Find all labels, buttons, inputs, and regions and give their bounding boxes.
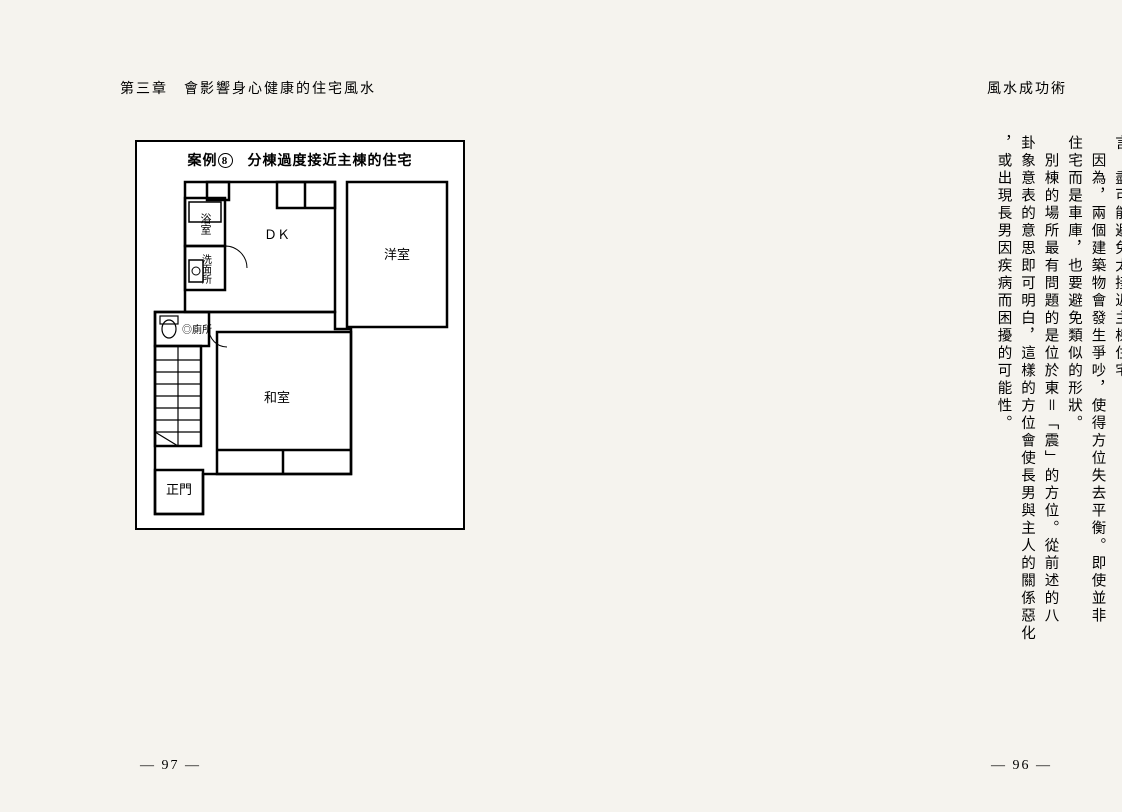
body-col-8: ，或出現長男因疾病而困擾的可能性。 <box>996 135 1011 695</box>
body-col-7: 卦象意表的意思即可明白，這樣的方位會使長男與主人的關係惡化 <box>1020 135 1035 695</box>
plan-title-prefix: 案例 <box>188 154 218 169</box>
body-col-6: 別棟的場所最有問題的是位於東＝「震」的方位。從前述的八 <box>1043 135 1058 695</box>
chapter-header: 第三章 會影響身心健康的住宅風水 <box>120 78 376 98</box>
left-page: 第三章 會影響身心健康的住宅風水 案例8 分棟過度接近主棟的住宅 <box>0 0 470 812</box>
book-title-header: 風水成功術 <box>987 78 1067 98</box>
page-number-right: — 96 — <box>991 758 1052 774</box>
floor-plan-box: 案例8 分棟過度接近主棟的住宅 <box>135 140 465 530</box>
floor-plan-title: 案例8 分棟過度接近主棟的住宅 <box>137 150 463 170</box>
label-yokushitsu: 浴室 <box>199 213 212 235</box>
label-dk: ＤＫ <box>264 227 290 242</box>
label-bensho: ◎廁所 <box>182 323 212 336</box>
right-page: 風水成功術 案例8 別棟太接近主棟住宅的家 【風水診斷】 改建空間變得狹窄的住家… <box>642 0 1122 812</box>
plan-title-text: 分棟過度接近主棟的住宅 <box>233 154 413 169</box>
label-senmen: 洗面所 <box>200 254 212 285</box>
page-number-left: — 97 — <box>140 758 201 774</box>
body-col-5: 住宅而是車庫，也要避免類似的形狀。 <box>1067 135 1082 695</box>
label-genkan: 正門 <box>166 482 192 497</box>
floor-plan-svg: ＤＫ 洋室 和室 正門 浴室 洗面所 ◎廁所 <box>147 174 457 524</box>
body-col-4: 因為，兩個建築物會發生爭吵，使得方位失去平衡。即使並非 <box>1090 135 1105 695</box>
label-washitsu: 和室 <box>264 390 290 405</box>
label-yoshitsu: 洋室 <box>384 247 410 262</box>
plan-title-number: 8 <box>218 153 233 168</box>
body-col-3: 言，盡可能避免太接近主棟住宅。 <box>1114 135 1122 695</box>
